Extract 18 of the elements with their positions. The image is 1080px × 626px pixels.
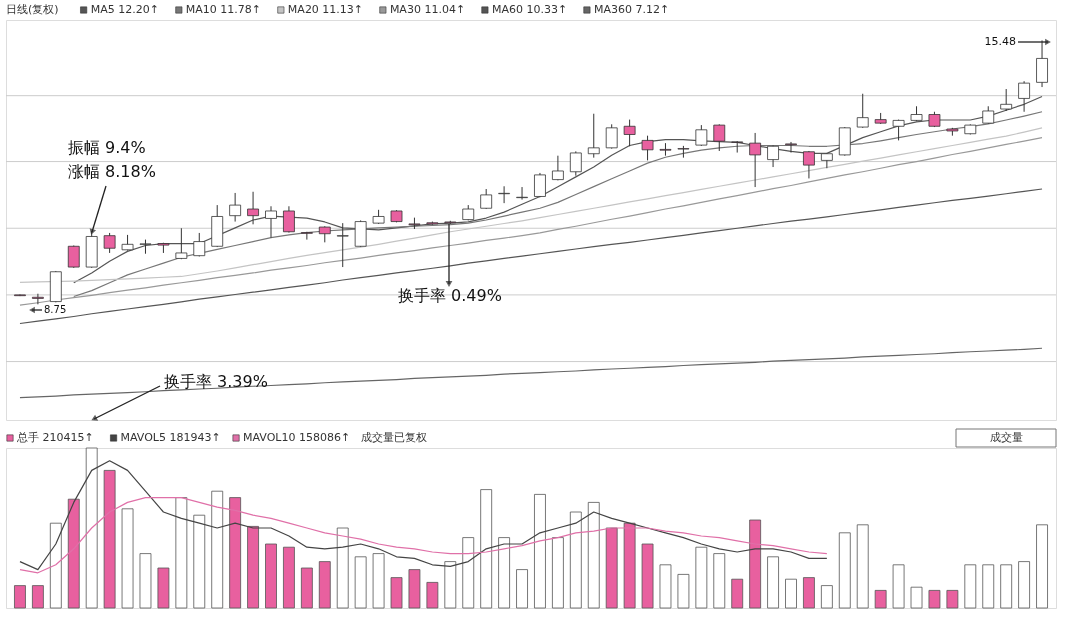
legend-label: MA30 11.04↑: [389, 3, 466, 16]
legend-label: MA360 7.12↑: [593, 3, 670, 16]
legend-label: MA60 10.33↑: [491, 3, 568, 16]
annotation: 换手率 3.39%: [164, 372, 268, 391]
legend-label: 总手 210415↑: [16, 431, 94, 444]
legend-label: MA5 12.20↑: [90, 3, 159, 16]
legend-label: MA20 11.13↑: [287, 3, 364, 16]
annotation: 振幅 9.4%: [68, 138, 146, 157]
annotation: 涨幅 8.18%: [68, 162, 156, 181]
annotation: 8.75: [44, 304, 67, 315]
text: 成交量: [989, 431, 1023, 444]
legend-label: MAVOL10 158086↑: [243, 431, 351, 444]
annotation: 15.48: [984, 35, 1016, 48]
legend-label: MAVOL5 181943↑: [120, 431, 221, 444]
text: 成交量已复权: [361, 431, 428, 444]
legend-label: MA10 11.78↑: [185, 3, 262, 16]
annotation: 换手率 0.49%: [398, 286, 502, 305]
chart-title: 日线(复权): [6, 3, 59, 16]
